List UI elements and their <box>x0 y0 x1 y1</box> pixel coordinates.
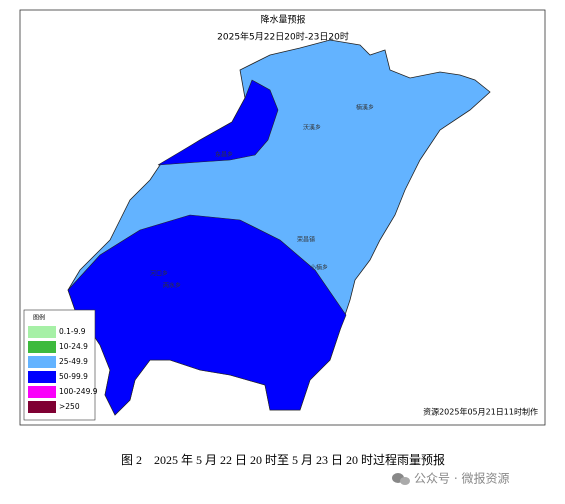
watermark-icon <box>392 473 410 485</box>
credit: 资源2025年05月21日11时制作 <box>423 407 538 417</box>
region-heavy-north <box>157 79 279 166</box>
place-label: 楠溪乡 <box>356 104 374 112</box>
place-label: 两水乡 <box>163 282 181 290</box>
map-subtitle: 2025年5月22日20时-23日20时 <box>217 31 349 43</box>
legend-swatch <box>28 326 56 338</box>
legend-title: 图例 <box>33 314 45 322</box>
place-label: 东昌乡 <box>215 151 233 159</box>
legend-label: 25-49.9 <box>59 357 88 366</box>
legend-swatch <box>28 401 56 413</box>
legend-swatch <box>28 386 56 398</box>
legend-swatch <box>28 356 56 368</box>
legend-swatch <box>28 341 56 353</box>
legend-label: 10-24.9 <box>59 342 88 351</box>
caption: 图 2 2025 年 5 月 22 日 20 时至 5 月 23 日 20 时过… <box>121 452 445 467</box>
place-label: 荣昌镇 <box>297 236 315 244</box>
place-label: 小楠乡 <box>310 264 328 272</box>
legend-items: 0.1-9.9 10-24.9 25-49.9 50-99.9 100-249.9 >25… <box>28 326 98 413</box>
legend-label: >250 <box>59 402 80 411</box>
watermark: 公众号 · 微报资源 <box>414 471 509 486</box>
map-title: 降水量预报 <box>260 14 305 26</box>
legend-swatch <box>28 371 56 383</box>
legend-label: 0.1-9.9 <box>59 327 86 336</box>
legend-label: 100-249.9 <box>59 387 98 396</box>
place-label: 沃溪乡 <box>303 124 321 132</box>
region-heavy-south <box>67 214 347 416</box>
legend-label: 50-99.9 <box>59 372 88 381</box>
place-label: 河口乡 <box>150 270 168 278</box>
